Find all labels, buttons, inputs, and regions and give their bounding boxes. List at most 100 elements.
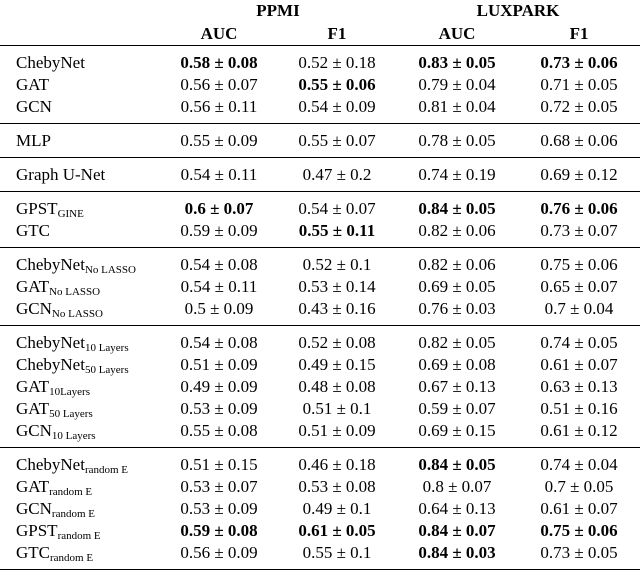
table-row: ChebyNetNo LASSO 0.54 ± 0.08 0.52 ± 0.1 0.8… (0, 248, 640, 277)
model-cell: Graph U-Net (0, 158, 160, 192)
row-group: ChebyNetrandom E 0.51 ± 0.15 0.46 ± 0.18 0.… (0, 447, 640, 570)
value-text: 0.47 ± 0.2 (302, 165, 372, 184)
table-row: GATNo LASSO 0.54 ± 0.11 0.53 ± 0.14 0.69 ± … (0, 276, 640, 298)
value-cell: 0.69 ± 0.08 (396, 354, 518, 376)
value-cell: 0.51 ± 0.15 (160, 448, 278, 477)
model-subscript: 50 Layers (84, 364, 129, 376)
model-subscript: 10Layers (49, 386, 90, 398)
value-text: 0.61 ± 0.07 (540, 355, 618, 374)
model-name: GAT (16, 75, 50, 94)
value-cell: 0.61 ± 0.05 (278, 520, 396, 542)
value-text: 0.56 ± 0.09 (180, 543, 258, 562)
value-text: 0.69 ± 0.12 (540, 165, 618, 184)
value-text: 0.55 ± 0.07 (298, 131, 376, 150)
value-text: 0.74 ± 0.05 (540, 333, 618, 352)
value-cell: 0.55 ± 0.09 (160, 124, 278, 158)
model-name: Graph U-Net (16, 165, 106, 184)
value-cell: 0.64 ± 0.13 (396, 498, 518, 520)
value-text: 0.71 ± 0.05 (540, 75, 618, 94)
model-subscript: random E (51, 508, 95, 520)
value-text: 0.51 ± 0.1 (302, 399, 372, 418)
value-cell: 0.84 ± 0.05 (396, 192, 518, 221)
value-text: 0.84 ± 0.03 (418, 543, 496, 562)
value-cell: 0.54 ± 0.08 (160, 326, 278, 355)
model-name: GTC (16, 221, 50, 240)
value-text: 0.8 ± 0.07 (422, 477, 492, 496)
dataset-name: LUXPARK (476, 1, 560, 20)
row-group: ChebyNet 0.58 ± 0.08 0.52 ± 0.18 0.83 ± 0.0… (0, 45, 640, 124)
value-text: 0.5 ± 0.09 (184, 299, 254, 318)
value-cell: 0.54 ± 0.11 (160, 158, 278, 192)
value-cell: 0.55 ± 0.07 (278, 124, 396, 158)
value-cell: 0.71 ± 0.05 (518, 74, 640, 96)
value-text: 0.65 ± 0.07 (540, 277, 618, 296)
value-cell: 0.53 ± 0.08 (278, 476, 396, 498)
model-subscript: No LASSO (49, 286, 101, 298)
value-text: 0.78 ± 0.05 (418, 131, 496, 150)
model-name: GPST (16, 521, 58, 540)
value-text: 0.51 ± 0.09 (298, 421, 376, 440)
table-row: GPSTGINE 0.6 ± 0.07 0.54 ± 0.07 0.84 ± 0.05… (0, 192, 640, 221)
value-cell: 0.65 ± 0.07 (518, 276, 640, 298)
value-text: 0.73 ± 0.06 (540, 53, 618, 72)
value-cell: 0.56 ± 0.11 (160, 96, 278, 124)
value-text: 0.82 ± 0.06 (418, 221, 496, 240)
value-cell: 0.55 ± 0.08 (160, 420, 278, 448)
value-text: 0.79 ± 0.04 (418, 75, 496, 94)
value-cell: 0.67 ± 0.13 (396, 376, 518, 398)
value-cell: 0.52 ± 0.1 (278, 248, 396, 277)
value-cell: 0.69 ± 0.12 (518, 158, 640, 192)
value-cell: 0.49 ± 0.1 (278, 498, 396, 520)
value-text: 0.73 ± 0.07 (540, 221, 618, 240)
value-text: 0.55 ± 0.09 (180, 131, 258, 150)
model-name: ChebyNet (16, 333, 85, 352)
model-name: GCN (16, 97, 52, 116)
value-cell: 0.51 ± 0.09 (278, 420, 396, 448)
value-text: 0.54 ± 0.11 (180, 277, 258, 296)
model-cell: GCN10 Layers (0, 420, 160, 448)
value-cell: 0.73 ± 0.05 (518, 542, 640, 570)
row-group: GPSTGINE 0.6 ± 0.07 0.54 ± 0.07 0.84 ± 0.05… (0, 191, 640, 248)
model-name: GAT (16, 277, 50, 296)
value-text: 0.53 ± 0.14 (298, 277, 376, 296)
value-cell: 0.76 ± 0.06 (518, 192, 640, 221)
table-row: Graph U-Net 0.54 ± 0.11 0.47 ± 0.2 0.74 ± 0… (0, 158, 640, 192)
model-name: ChebyNet (16, 255, 85, 274)
model-cell: ChebyNet (0, 46, 160, 75)
value-text: 0.84 ± 0.05 (418, 199, 496, 218)
value-cell: 0.74 ± 0.05 (518, 326, 640, 355)
model-name: ChebyNet (16, 455, 85, 474)
value-cell: 0.47 ± 0.2 (278, 158, 396, 192)
value-text: 0.54 ± 0.11 (180, 165, 258, 184)
value-text: 0.69 ± 0.15 (418, 421, 496, 440)
value-text: 0.52 ± 0.18 (298, 53, 376, 72)
value-cell: 0.53 ± 0.07 (160, 476, 278, 498)
value-cell: 0.5 ± 0.09 (160, 298, 278, 326)
value-cell: 0.55 ± 0.11 (278, 220, 396, 248)
value-cell: 0.52 ± 0.18 (278, 46, 396, 75)
value-cell: 0.54 ± 0.09 (278, 96, 396, 124)
value-cell: 0.73 ± 0.06 (518, 46, 640, 75)
value-cell: 0.51 ± 0.16 (518, 398, 640, 420)
value-cell: 0.51 ± 0.09 (160, 354, 278, 376)
value-cell: 0.54 ± 0.07 (278, 192, 396, 221)
row-group: ChebyNet10 Layers 0.54 ± 0.08 0.52 ± 0.08 0… (0, 325, 640, 448)
value-text: 0.54 ± 0.08 (180, 255, 258, 274)
dataset-row: PPMI LUXPARK (0, 0, 640, 22)
corner (0, 0, 160, 22)
model-subscript: No LASSO (51, 308, 103, 320)
value-text: 0.53 ± 0.07 (180, 477, 258, 496)
model-name: GPST (16, 199, 58, 218)
table-row: GAT10Layers 0.49 ± 0.09 0.48 ± 0.08 0.67 ± … (0, 376, 640, 398)
value-text: 0.63 ± 0.13 (540, 377, 618, 396)
value-cell: 0.8 ± 0.07 (396, 476, 518, 498)
model-name: GAT (16, 399, 50, 418)
model-cell: ChebyNet50 Layers (0, 354, 160, 376)
value-cell: 0.55 ± 0.06 (278, 74, 396, 96)
value-text: 0.7 ± 0.05 (544, 477, 614, 496)
model-subscript: random E (49, 486, 93, 498)
model-name: GCN (16, 499, 52, 518)
value-text: 0.49 ± 0.15 (298, 355, 376, 374)
model-cell: GATrandom E (0, 476, 160, 498)
value-text: 0.54 ± 0.08 (180, 333, 258, 352)
